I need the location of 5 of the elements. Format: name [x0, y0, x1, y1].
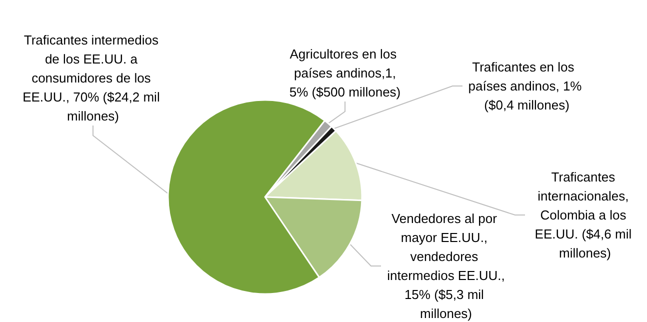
slice-label: Agricultores en los países andinos,1,5% ($500 millones): [289, 46, 401, 100]
slice-label: Traficantes en los países andinos, 1% ($0,4 millones): [468, 60, 582, 112]
slice-label: Traficantes internacionales, Colombia a los EE.UU. ($4,6 mil millones): [534, 170, 636, 260]
slice-label: Vendedores al por mayor EE.UU., vendedores intermedios EE.UU.,15% ($5,3 mil millones): [387, 211, 505, 321]
slice-label: Traficantes intermedios de los EE.UU. a consumidores de los EE.UU., 70% ($24,2 mil millones): [22, 32, 164, 124]
